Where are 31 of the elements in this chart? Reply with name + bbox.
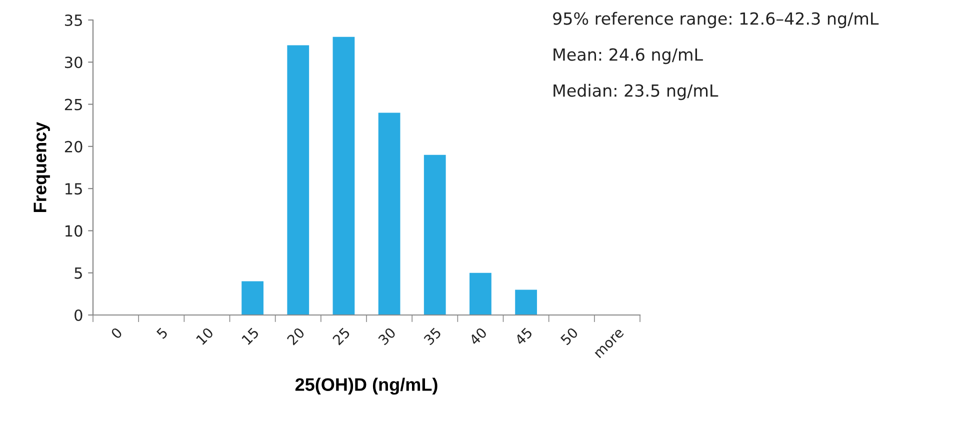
y-tick-label: 0: [74, 309, 82, 322]
x-tick-label: 10: [196, 326, 214, 346]
y-tick-label: 25: [64, 98, 82, 110]
bar: [424, 154, 446, 315]
y-axis-title: Frequency: [34, 122, 50, 212]
y-tick-label: 20: [64, 140, 82, 152]
x-tick-label: 30: [378, 326, 396, 346]
x-tick-label: 20: [286, 326, 306, 346]
annotation: 95% reference range: 12.6–42.3 ng/mL: [553, 12, 879, 28]
x-tick-label: 15: [241, 327, 260, 346]
x-tick-label: 50: [560, 326, 579, 346]
x-tick-label: 0: [110, 326, 123, 340]
x-tick-label: 5: [156, 327, 168, 340]
bar: [287, 45, 310, 315]
y-tick-label: 35: [65, 14, 82, 26]
x-tick-label: 25: [332, 327, 350, 346]
bar: [332, 36, 355, 315]
x-axis-title: 25(OH)D (ng/mL): [295, 378, 438, 395]
x-tick-label: 45: [514, 327, 533, 346]
bar: [515, 290, 537, 315]
y-tick-label: 15: [66, 183, 82, 195]
y-tick-label: 5: [74, 268, 82, 279]
bar: [242, 281, 264, 315]
x-tick-label: 40: [468, 326, 488, 346]
bar: [378, 112, 400, 315]
y-tick-label: 10: [66, 225, 82, 237]
y-tick-label: 30: [65, 56, 82, 68]
annotation: Mean: 24.6 ng/mL: [554, 48, 703, 64]
annotation: Median: 23.5 ng/mL: [554, 84, 718, 100]
x-tick-label: 35: [423, 327, 442, 346]
bar: [470, 272, 492, 315]
